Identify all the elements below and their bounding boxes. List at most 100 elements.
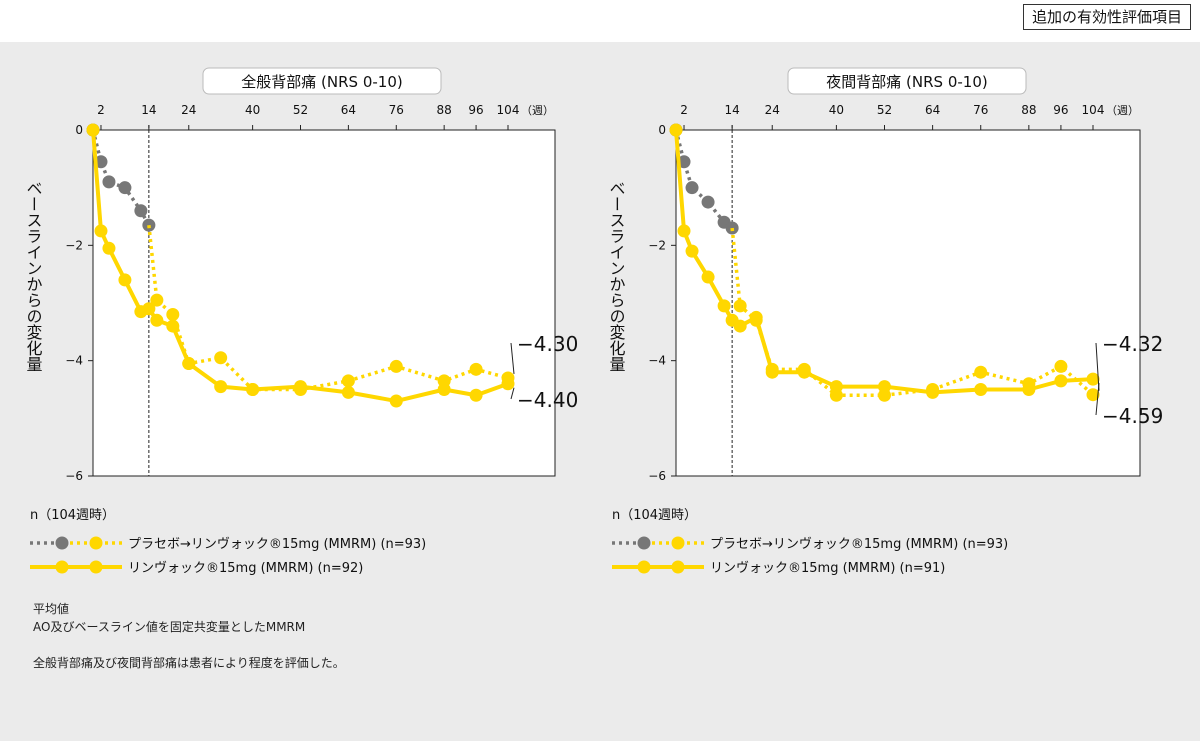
- footnotes: 平均値 AO及びベースライン値を固定共変量としたMMRM 全般背部痛及び夜間背部…: [33, 600, 345, 672]
- p1-y-axis-label: ベースラインからの変化量: [24, 180, 43, 372]
- p1-series-1-point-64: [341, 385, 355, 399]
- p2-title-box: [787, 67, 1027, 95]
- p1-legend-placebo-label: プラセボ→リンヴォック®15mg (MMRM) (n=93): [128, 536, 426, 552]
- p2-series-1-point-12: [717, 299, 731, 313]
- p2-series-1-point-76: [974, 383, 988, 396]
- footnote-mean: 平均値: [33, 602, 70, 616]
- p2-series-1-point-88: [1022, 383, 1036, 396]
- p1-plot-area: [92, 129, 556, 477]
- p1-series-1-point-14: [142, 302, 156, 316]
- p2-x-tick-label-2: 2: [680, 103, 688, 117]
- p2-series-1-point-32: [797, 365, 811, 379]
- p1-series-1-point-96: [469, 388, 483, 402]
- p2-series-0-point-96: [1054, 359, 1068, 373]
- p2-y-axis-label: ベースラインからの変化量: [607, 180, 626, 372]
- p2-legend-drug-dot-1: [637, 560, 651, 574]
- p1-title-box: [202, 67, 442, 95]
- p2-y-tick-label-0: 0: [658, 123, 666, 137]
- p2-series-0-line-0: [674, 129, 734, 230]
- p2-x-tick-label-76: 76: [973, 103, 988, 117]
- p2-series-1-point-96: [1054, 374, 1068, 388]
- p2-y-tick-label--4: −4: [648, 354, 666, 368]
- p1-x-tick-label-76: 76: [389, 103, 404, 117]
- p2-legend-placebo-gray-dot: [637, 536, 651, 550]
- p1-legend-drug-dot-1: [55, 560, 69, 574]
- p1-legend-n-label: n（104週時）: [30, 508, 115, 523]
- p2-x-tick-label-40: 40: [829, 103, 844, 117]
- p1-series-0-point-12: [134, 204, 148, 218]
- p1-series-1-point-40: [246, 383, 260, 396]
- p1-legend-placebo-yellow-dot: [89, 536, 103, 550]
- p2-series-1-point-24: [765, 365, 779, 379]
- p1-x-tick-label-88: 88: [437, 103, 452, 117]
- p2-chart-title: 夜間背部痛 (NRS 0-10): [826, 73, 987, 91]
- p1-legend-drug-label: リンヴォック®15mg (MMRM) (n=92): [128, 560, 363, 576]
- p1-series-0-point-8: [118, 181, 132, 195]
- p2-x-tick-label-24: 24: [765, 103, 780, 117]
- p1-series-0-point-4: [102, 175, 116, 189]
- p1-x-tick-label-14: 14: [141, 103, 156, 117]
- p2-end-label-0: −4.32: [1102, 332, 1163, 356]
- p2-series-0-point-16: [733, 299, 747, 313]
- p1-series-0-point-96: [469, 362, 483, 376]
- p2-series-1-point-40: [829, 380, 843, 394]
- p1-series-1-point-104: [501, 377, 515, 391]
- p1-series-0-point-32: [214, 351, 228, 365]
- p1-series-1-point-16: [150, 313, 164, 327]
- p2-series-0-point-76: [974, 365, 988, 379]
- p2-x-unit: （週）: [1106, 104, 1139, 117]
- p2-x-tick-label-52: 52: [877, 103, 892, 117]
- p2-series-1-point-0: [669, 123, 683, 137]
- p1-x-tick-label-2: 2: [97, 103, 105, 117]
- p1-x-tick-label-64: 64: [341, 103, 356, 117]
- p1-y-tick-label-0: 0: [75, 123, 83, 137]
- p1-y-tick-label--6: −6: [65, 469, 83, 483]
- p2-y-tick-label--2: −2: [648, 238, 666, 252]
- p2-series-1-point-8: [701, 270, 715, 284]
- p1-y-tick-label--2: −2: [65, 238, 83, 252]
- p2-series-1-point-4: [685, 244, 699, 258]
- p2-end-label-1: −4.59: [1102, 404, 1163, 428]
- p2-end-label-leader-1: [1095, 383, 1100, 416]
- p2-series-1-point-20: [749, 310, 763, 324]
- p1-series-1-point-8: [118, 273, 132, 287]
- p2-x-tick-label-88: 88: [1021, 103, 1036, 117]
- p1-x-tick-label-24: 24: [181, 103, 196, 117]
- p1-series-1-point-20: [166, 319, 180, 333]
- p2-series-1-point-64: [926, 385, 940, 399]
- p2-legend-n-label: n（104週時）: [612, 508, 697, 523]
- p2-series-1-point-16: [733, 319, 747, 333]
- p1-series-0-point-20: [166, 308, 180, 322]
- p1-chart-title: 全般背部痛 (NRS 0-10): [241, 73, 402, 91]
- p2-series-1-point-52: [878, 380, 891, 394]
- p2-series-0-point-104: [1086, 388, 1100, 402]
- p2-x-tick-label-14: 14: [724, 103, 739, 117]
- p2-series-0-point-8: [701, 195, 715, 209]
- p1-legend-drug-dot-2: [89, 560, 103, 574]
- p1-series-1-point-2: [94, 224, 108, 238]
- p2-legend-drug-dot-2: [671, 560, 685, 574]
- p2-y-tick-label--6: −6: [648, 469, 666, 483]
- p2-legend-drug-label: リンヴォック®15mg (MMRM) (n=91): [710, 560, 945, 576]
- p1-x-tick-label-40: 40: [245, 103, 260, 117]
- footnote-mmrm: AO及びベースライン値を固定共変量としたMMRM: [33, 620, 306, 634]
- p1-series-0-point-16: [150, 293, 164, 307]
- p2-series-0-point-4: [685, 181, 699, 195]
- p2-x-tick-label-104: 104: [1082, 103, 1105, 117]
- p1-x-tick-label-52: 52: [293, 103, 308, 117]
- p2-x-tick-label-64: 64: [925, 103, 940, 117]
- footnote-evaluation: 全般背部痛及び夜間背部痛は患者により程度を評価した。: [33, 656, 345, 670]
- p1-legend-placebo-gray-dot: [55, 536, 69, 550]
- p1-series-1-point-88: [437, 383, 451, 396]
- p1-series-0-point-64: [341, 374, 355, 388]
- p1-x-tick-label-104: 104: [497, 103, 520, 117]
- p2-legend-placebo-label: プラセボ→リンヴォック®15mg (MMRM) (n=93): [710, 536, 1008, 552]
- p1-end-label-0: −4.30: [517, 332, 578, 356]
- p1-end-label-leader-0: [510, 342, 515, 375]
- p2-series-1-point-104: [1086, 372, 1100, 386]
- p2-legend-placebo-yellow-dot: [671, 536, 685, 550]
- p2-x-tick-label-96: 96: [1053, 103, 1068, 117]
- p1-series-1-point-0: [86, 123, 100, 137]
- section-badge: 追加の有効性評価項目: [1022, 4, 1191, 30]
